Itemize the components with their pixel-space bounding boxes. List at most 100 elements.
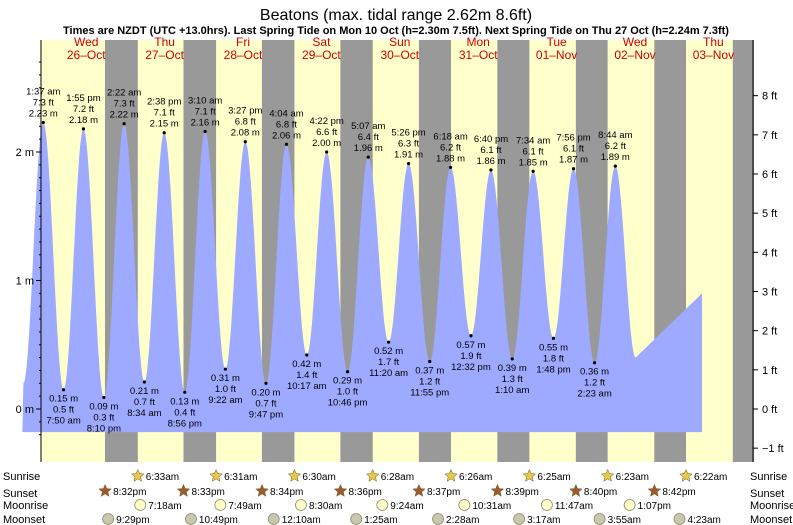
tide-feet: 6.8 ft xyxy=(235,117,256,128)
tide-point xyxy=(102,395,106,400)
tide-time: 6:40 pm xyxy=(474,134,508,145)
tide-metres: 0.09 m xyxy=(89,401,118,412)
tide-metres: 2.08 m xyxy=(231,128,260,139)
tide-point xyxy=(387,340,391,344)
sunset-icon xyxy=(412,483,426,497)
y-tick-label-ft: 0 ft xyxy=(762,404,777,416)
tide-feet: 7.3 ft xyxy=(114,99,135,110)
moonset-icon xyxy=(673,513,686,525)
tide-time: 1:48 pm xyxy=(536,364,570,375)
tide-point xyxy=(428,359,432,364)
tide-point xyxy=(531,169,535,173)
sunrise-time: 6:28am xyxy=(381,472,414,483)
tide-time: 11:55 pm xyxy=(410,387,449,398)
tide-time: 10:46 pm xyxy=(328,398,368,409)
tide-time: 7:56 pm xyxy=(556,133,590,144)
tide-feet: 1.2 ft xyxy=(584,378,605,389)
moonset-time: 12:10am xyxy=(282,515,321,525)
row-label-right: Moonrise xyxy=(750,500,793,512)
day-date: 03–Nov xyxy=(693,48,734,62)
tide-feet: 0.4 ft xyxy=(174,407,195,418)
tide-point xyxy=(183,390,187,394)
day-name: Mon xyxy=(467,35,490,49)
tide-time: 10:17 am xyxy=(287,381,327,392)
tide-time: 8:34 am xyxy=(127,408,161,419)
moonrise-time: 10:31am xyxy=(472,501,511,512)
day-date: 28–Oct xyxy=(224,48,263,62)
day-date: 30–Oct xyxy=(380,48,419,62)
chart-title: Beatons (max. tidal range 2.62m 8.6ft) xyxy=(260,7,532,24)
tide-time: 6:18 am xyxy=(433,131,467,142)
tide-point xyxy=(571,167,576,171)
tide-metres: 1.96 m xyxy=(354,143,383,154)
tide-point xyxy=(489,168,493,172)
tide-time: 2:22 am xyxy=(107,88,141,99)
tide-point xyxy=(613,164,617,168)
y-tick-label-ft: 6 ft xyxy=(762,169,777,181)
tide-time: 12:32 pm xyxy=(451,362,491,373)
tide-time: 3:27 pm xyxy=(228,106,262,117)
y-axis-feet: 8 ft 7 ft 6 ft 5 ft 4 ft 3 ft 2 ft 1 ft 0 ft −1 f… xyxy=(752,40,784,462)
tide-time: 5:07 am xyxy=(351,121,385,132)
day-name: Fri xyxy=(236,35,250,49)
tide-metres: 1.86 m xyxy=(476,156,505,167)
row-label-right: Moonset xyxy=(750,514,792,525)
tide-point xyxy=(142,380,146,384)
tide-point xyxy=(510,357,514,361)
moonset-icon xyxy=(593,513,606,525)
tide-time: 9:22 am xyxy=(208,395,242,406)
tide-point xyxy=(592,361,597,365)
tide-point xyxy=(469,334,473,338)
day-labels: Wed26–OctThu27–OctFri28–OctSat29–OctSun3… xyxy=(67,35,734,62)
tide-feet: 7.3 ft xyxy=(33,97,54,108)
y-tick-label-ft: 4 ft xyxy=(762,247,777,259)
moonset-time: 9:29pm xyxy=(116,515,149,525)
sunset-icon xyxy=(647,483,662,497)
tide-time: 9:47 pm xyxy=(249,409,283,420)
day-date: 29–Oct xyxy=(302,48,341,62)
day-name: Thu xyxy=(154,35,175,49)
tide-time: 7:34 am xyxy=(516,135,550,146)
tide-point xyxy=(243,140,247,144)
sunrise-icon xyxy=(365,468,380,482)
tide-time: 1:37 am xyxy=(26,86,60,97)
tide-time: 11:20 am xyxy=(369,368,408,379)
y-tick-label-ft: 5 ft xyxy=(762,208,777,220)
tide-metres: 2.15 m xyxy=(150,119,179,130)
tide-point xyxy=(203,129,207,134)
day-date: 01–Nov xyxy=(536,48,577,62)
tide-metres: 0.13 m xyxy=(170,396,199,407)
moonrise-time: 9:24am xyxy=(390,501,423,512)
moonrise-icon xyxy=(295,499,307,511)
sunset-icon xyxy=(333,483,348,497)
sunset-time: 8:40pm xyxy=(584,487,617,498)
moonrise-icon xyxy=(376,499,389,511)
night-band xyxy=(732,40,740,462)
tide-point xyxy=(41,120,45,125)
y-tick-label-m: 1 m xyxy=(16,276,34,288)
chart-subtitle: Times are NZDT (UTC +13.0hrs). Last Spri… xyxy=(63,25,729,37)
tide-feet: 1.3 ft xyxy=(502,374,523,385)
tide-point xyxy=(264,381,268,385)
y-tick-label-m: 0 m xyxy=(16,404,34,416)
tide-metres: 1.91 m xyxy=(394,150,423,161)
tide-metres: 0.15 m xyxy=(49,394,78,405)
tide-metres: 1.89 m xyxy=(601,152,630,163)
day-name: Tue xyxy=(546,35,567,49)
sunrise-time: 6:31am xyxy=(224,472,257,483)
moonrise-icon xyxy=(214,499,227,511)
moonset-time: 2:28am xyxy=(446,515,479,525)
sunset-time: 8:39pm xyxy=(505,487,538,498)
tide-feet: 0.3 ft xyxy=(93,412,114,423)
moonrise-icon xyxy=(134,499,147,511)
y-tick-label-ft: −1 ft xyxy=(762,443,784,455)
tide-metres: 0.29 m xyxy=(333,376,362,387)
sunset-time: 8:42pm xyxy=(662,487,695,498)
sunset-time: 8:34pm xyxy=(270,487,303,498)
tide-time: 1:10 am xyxy=(495,385,529,396)
moonrise-time: 7:18am xyxy=(148,501,181,512)
tide-feet: 0.7 ft xyxy=(134,397,155,408)
tide-feet: 6.1 ft xyxy=(480,145,501,156)
sunrise-time: 6:23am xyxy=(616,472,649,483)
